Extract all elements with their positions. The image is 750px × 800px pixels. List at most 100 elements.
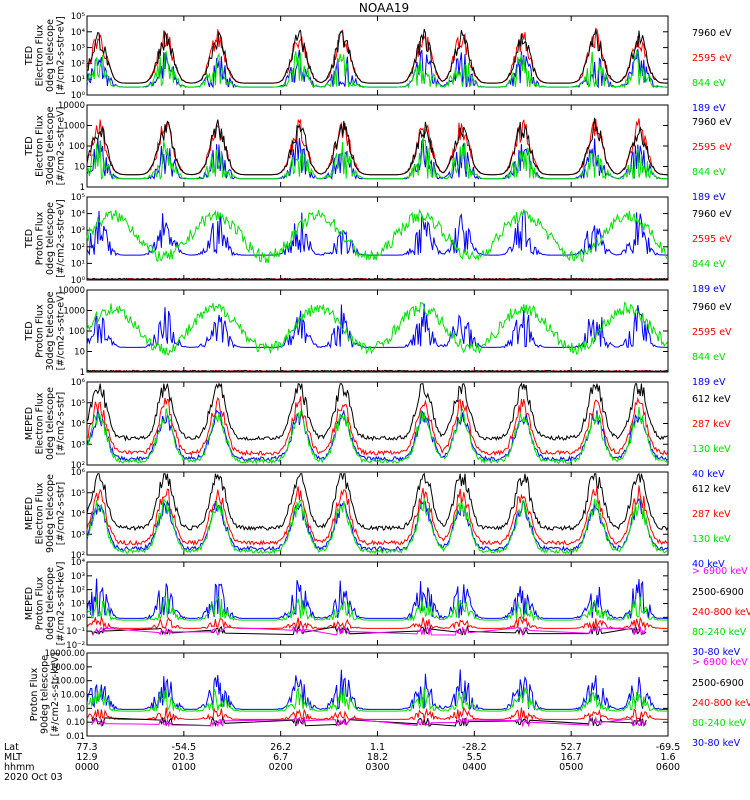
ytick-label: 10¹ <box>71 600 85 610</box>
ytick-label: 10³ <box>71 440 85 450</box>
series-trace-287-kev <box>86 396 669 457</box>
ylabel-line: MEPED <box>24 497 35 530</box>
ytick-label: 100 <box>69 327 85 337</box>
ytick-label: 10⁶ <box>71 378 86 388</box>
ylabel-line: MEPED <box>24 587 35 620</box>
panel-1: 10⁰ 10¹ 10² 10³ 10⁴ 10⁵ TED Electron Flux 0deg t… <box>24 12 732 114</box>
legend-entry: 30-80 keV <box>692 738 741 749</box>
ylabel-line: 0deg telescope <box>45 202 56 275</box>
ytick-label: 1 <box>80 368 85 378</box>
ytick-label: 1000 <box>63 307 85 317</box>
footer-mlt-value: 12.9 <box>76 752 97 763</box>
ytick-label: 10⁵ <box>71 193 85 203</box>
ytick-label: 10⁴ <box>71 28 86 38</box>
ytick-label: 10⁰ <box>71 276 86 286</box>
series-trace-7960-ev <box>86 277 668 280</box>
footer-hhmm-value: 0000 <box>75 762 99 773</box>
panel-5: 10² 10³ 10⁴ 10⁵ 10⁶ MEPED Electron Flux 0deg te… <box>24 378 731 480</box>
ytick-label: 1.00 <box>66 704 85 714</box>
legend-entry: 40 keV <box>692 469 725 480</box>
footer-hhmm-value: 0600 <box>656 762 680 773</box>
series-trace-80-240-kev <box>86 595 668 622</box>
ytick-label: 10⁴ <box>71 558 86 568</box>
ytick-label: 1000.00 <box>50 663 85 673</box>
ylabel-line: 30deg telescope <box>45 291 56 370</box>
legend-entry: 287 keV <box>692 509 731 520</box>
footer-row-label: Lat <box>4 742 19 753</box>
series-trace-844-ev <box>86 137 668 180</box>
footer-hhmm-value: 0100 <box>172 762 196 773</box>
series-trace--6900-kev <box>91 625 647 637</box>
series-trace-7960-ev <box>86 28 668 84</box>
series-trace-130-kev <box>86 497 669 555</box>
series-trace-30-80-kev <box>86 578 668 620</box>
ylabel-line: [#/cm2-s-str-eV] <box>56 107 67 186</box>
series-trace-612-kev <box>86 472 669 532</box>
ytick-label: 10⁴ <box>71 510 86 520</box>
ytick-label: 10² <box>71 551 85 561</box>
legend-entry: 189 eV <box>692 192 726 203</box>
legend-entry: 80-240 keV <box>692 718 747 729</box>
footer-lat-value: 52.7 <box>561 742 582 753</box>
ylabel-line: Electron Flux <box>35 482 46 544</box>
legend-entry: 240-800 keV <box>692 698 750 709</box>
series-trace-2595-ev <box>86 118 668 176</box>
footer-row-label: hhmm <box>4 762 35 773</box>
ytick-label: 10⁵ <box>71 12 85 22</box>
legend-entry: 30-80 keV <box>692 647 741 658</box>
panel-3: 10⁰ 10¹ 10² 10³ 10⁴ 10⁵ TED Proton Flux 0deg tel… <box>24 193 732 295</box>
legend-entry: 130 keV <box>692 444 731 455</box>
legend-entry: 612 keV <box>692 394 731 405</box>
footer-mlt-value: 6.7 <box>273 752 288 763</box>
ytick-label: 10.00 <box>61 691 85 701</box>
series-trace-844-ev <box>86 208 669 264</box>
series-trace-189-ev <box>86 209 668 257</box>
ytick-label: 10² <box>71 59 85 69</box>
panel-frame <box>86 196 669 281</box>
ytick-label: 100.00 <box>55 677 85 687</box>
ylabel-line: Proton Flux <box>29 667 40 721</box>
ylabel-line: 0deg telescope <box>45 567 56 640</box>
ytick-label: 10³ <box>71 44 85 54</box>
legend-entry: 7960 eV <box>692 117 732 128</box>
ytick-label: 10 <box>74 348 85 358</box>
series-trace-189-ev <box>86 49 668 89</box>
ylabel-line: TED <box>24 46 35 66</box>
legend-entry: 612 keV <box>692 484 731 495</box>
series-trace-7960-ev <box>86 117 668 176</box>
series-trace-844-ev <box>86 49 668 89</box>
panel-2: 1 10 100 1000 10000 TED Electron Flux 30deg tel… <box>24 101 732 203</box>
ytick-label: 10000 <box>58 286 85 296</box>
legend-entry: 240-800 keV <box>692 607 750 618</box>
panel-6: 10² 10³ 10⁴ 10⁵ 10⁶ MEPED Electron Flux 90deg t… <box>24 468 731 570</box>
series-trace-40-kev <box>86 408 668 463</box>
ylabel-line: TED <box>24 136 35 156</box>
series-trace-30-80-kev <box>86 669 668 711</box>
series-trace-7960-ev <box>86 369 669 372</box>
panel-4: 1 10 100 1000 10000 TED Proton Flux 30deg teles… <box>24 286 732 388</box>
ytick-label: 10⁵ <box>71 489 85 499</box>
ytick-label: 10000.00 <box>44 649 85 659</box>
legend-entry: 2500-6900 <box>692 587 744 598</box>
ytick-label: 10⁴ <box>71 210 86 220</box>
ylabel-line: Electron Flux <box>35 115 46 177</box>
series-trace-287-kev <box>86 485 669 547</box>
footer-lat-value: -69.5 <box>656 742 681 753</box>
ylabel-line: MEPED <box>24 407 35 440</box>
legend-entry: 2500-6900 <box>692 678 744 689</box>
ylabel-line: TED <box>24 229 35 249</box>
ylabel-line: [#/cm2-s-str-keV] <box>56 562 67 646</box>
legend-entry: 130 keV <box>692 534 731 545</box>
footer-row-label: 2020 Oct 03 <box>4 772 63 783</box>
ylabel-line: 0deg telescope <box>45 19 56 92</box>
ytick-label: 10⁻¹ <box>66 627 85 637</box>
ytick-label: 10³ <box>71 572 85 582</box>
ytick-label: 10⁶ <box>71 468 86 478</box>
ytick-label: 10³ <box>71 530 85 540</box>
ytick-label: 0.10 <box>66 718 85 728</box>
ytick-label: 10¹ <box>71 259 85 269</box>
footer-lat-value: 77.3 <box>76 742 97 753</box>
legend-entry: 844 eV <box>692 167 726 178</box>
